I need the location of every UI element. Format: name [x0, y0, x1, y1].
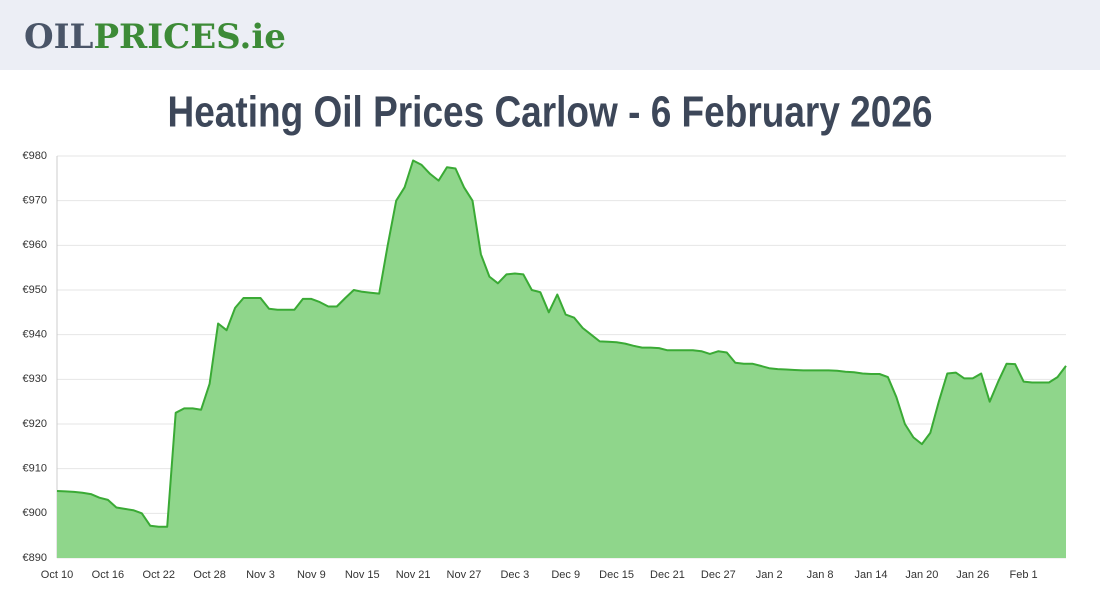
x-tick-label: Dec 15 — [599, 569, 634, 581]
y-tick-label: €910 — [23, 463, 47, 475]
x-tick-label: Dec 21 — [650, 569, 685, 581]
x-tick-label: Oct 10 — [41, 569, 73, 581]
y-tick-label: €950 — [23, 284, 47, 296]
y-tick-label: €930 — [23, 373, 47, 385]
x-tick-label: Nov 21 — [396, 569, 431, 581]
x-tick-label: Nov 15 — [345, 569, 380, 581]
x-tick-label: Oct 22 — [143, 569, 175, 581]
logo-dark: OIL — [24, 17, 94, 57]
y-tick-label: €960 — [23, 239, 47, 251]
price-line — [56, 159, 1067, 528]
x-tick-label: Nov 27 — [447, 569, 482, 581]
chart-title: Heating Oil Prices Carlow - 6 February 2… — [168, 88, 933, 137]
x-tick-label: Jan 8 — [807, 569, 834, 581]
x-tick-label: Feb 1 — [1010, 569, 1038, 581]
x-tick-label: Jan 2 — [756, 569, 783, 581]
y-tick-label: €900 — [23, 507, 47, 519]
x-tick-label: Oct 16 — [92, 569, 124, 581]
x-tick-label: Dec 9 — [551, 569, 580, 581]
y-tick-label: €980 — [23, 150, 47, 162]
x-tick-label: Jan 14 — [854, 569, 887, 581]
logo-green: PRICES.ie — [93, 17, 285, 57]
x-tick-label: Nov 9 — [297, 569, 326, 581]
area-fill — [57, 160, 1066, 558]
y-tick-label: €940 — [23, 329, 47, 341]
y-tick-label: €920 — [23, 418, 47, 430]
y-tick-label: €890 — [23, 552, 47, 564]
y-tick-label: €970 — [23, 195, 47, 207]
x-tick-label: Dec 27 — [701, 569, 736, 581]
header-bar — [0, 0, 1100, 70]
x-tick-label: Jan 20 — [905, 569, 938, 581]
logo[interactable]: OILPRICES.ie — [24, 17, 286, 57]
x-tick-label: Jan 26 — [956, 569, 989, 581]
x-tick-label: Oct 28 — [193, 569, 225, 581]
x-tick-label: Nov 3 — [246, 569, 275, 581]
x-tick-label: Dec 3 — [500, 569, 529, 581]
